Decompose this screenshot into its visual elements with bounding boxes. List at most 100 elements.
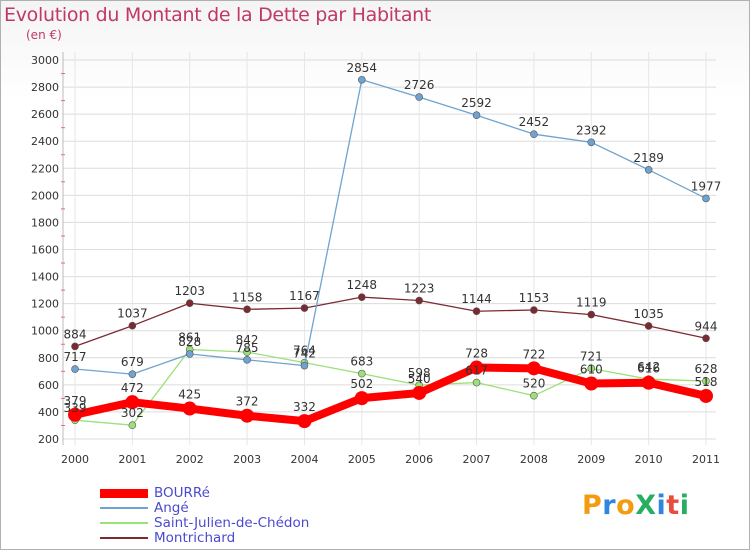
x-tick-label: 2007 <box>463 453 491 466</box>
data-point-saint-julien-de-ch-don <box>530 391 538 400</box>
data-label-saint-julien-de-ch-don: 721 <box>580 349 603 363</box>
data-point-ang- <box>415 93 423 101</box>
data-label-ang-: 2189 <box>633 151 664 165</box>
data-point-montrichard <box>300 304 309 312</box>
x-tick-label: 2008 <box>520 453 548 466</box>
data-point-bourr- <box>526 361 541 376</box>
data-point-ang- <box>300 361 309 370</box>
series-line-ang- <box>74 79 707 375</box>
x-tick-label: 2004 <box>290 453 318 466</box>
data-label-ang-: 2452 <box>519 115 550 129</box>
y-tick-label: 2400 <box>31 135 59 148</box>
data-label-bourr-: 722 <box>522 347 545 361</box>
data-label-montrichard: 1167 <box>289 289 320 303</box>
y-tick-label: 1400 <box>31 271 59 284</box>
data-label-ang-: 717 <box>64 350 87 364</box>
logo-letter: P <box>582 490 603 521</box>
data-point-bourr- <box>297 414 312 429</box>
legend-swatch-saint-julien <box>100 522 148 524</box>
y-tick-label: 400 <box>38 406 59 419</box>
data-point-saint-julien-de-ch-don <box>587 364 596 373</box>
y-tick-label: 1000 <box>31 325 59 338</box>
data-label-montrichard: 884 <box>64 327 87 341</box>
data-label-bourr-: 332 <box>293 400 316 414</box>
data-point-ang- <box>71 365 79 373</box>
data-point-saint-julien-de-ch-don <box>243 348 251 356</box>
x-tick-label: 2006 <box>405 453 433 466</box>
legend-label-ange: Angé <box>154 500 189 516</box>
data-label-montrichard: 1144 <box>461 292 492 306</box>
y-tick-label: 600 <box>38 379 59 392</box>
series-line-montrichard <box>74 296 707 348</box>
data-label-saint-julien-de-ch-don: 598 <box>408 366 431 380</box>
y-tick-label: 2800 <box>31 81 59 94</box>
data-label-bourr-: 540 <box>408 372 431 386</box>
legend-item-bourre: BOURRé <box>100 485 210 501</box>
data-point-montrichard <box>71 342 79 351</box>
data-label-saint-julien-de-ch-don: 764 <box>293 344 316 358</box>
data-label-saint-julien-de-ch-don: 617 <box>465 364 488 378</box>
data-point-bourr- <box>125 395 140 410</box>
y-tick-label: 3000 <box>31 54 59 67</box>
y-tick-label: 800 <box>38 352 59 365</box>
x-tick-label: 2001 <box>118 453 146 466</box>
data-label-bourr-: 502 <box>350 377 373 391</box>
series-line-bourr- <box>71 363 710 426</box>
data-label-montrichard: 1158 <box>232 290 263 304</box>
legend-swatch-bourre <box>100 488 148 498</box>
data-point-saint-julien-de-ch-don <box>472 378 481 387</box>
data-point-ang- <box>702 194 710 203</box>
data-label-montrichard: 1035 <box>633 307 664 321</box>
data-label-montrichard: 1248 <box>347 278 378 292</box>
logo-letter: o <box>616 490 636 521</box>
proxiti-logo: ProXiti <box>582 490 689 521</box>
series-group <box>68 75 713 429</box>
data-label-ang-: 742 <box>293 347 316 361</box>
data-point-bourr- <box>584 376 599 391</box>
data-point-montrichard <box>472 307 481 316</box>
data-label-montrichard: 944 <box>695 319 718 333</box>
data-label-bourr-: 425 <box>178 388 201 402</box>
data-point-bourr- <box>182 401 197 416</box>
data-label-bourr-: 728 <box>465 347 488 361</box>
y-tick-label: 2600 <box>31 108 59 121</box>
y-tick-label: 1200 <box>31 298 59 311</box>
data-point-ang- <box>644 165 653 174</box>
logo-letter: r <box>602 490 617 521</box>
y-tick-label: 2200 <box>31 162 59 175</box>
data-label-ang-: 2392 <box>576 123 607 137</box>
data-point-montrichard <box>415 296 423 305</box>
logo-letter: X <box>635 490 657 521</box>
data-point-bourr- <box>412 385 427 400</box>
data-point-ang- <box>128 370 137 378</box>
legend-label-montrichard: Montrichard <box>154 530 236 546</box>
data-label-montrichard: 1119 <box>576 296 607 310</box>
data-label-bourr-: 379 <box>64 394 87 408</box>
data-label-montrichard: 1203 <box>174 284 205 298</box>
legend-label-saint-julien: Saint-Julien-de-Chédon <box>154 515 310 531</box>
data-labels: 884 1037 1203 1158 1167 1248 1223 1144 1153 1119 1… <box>64 61 722 420</box>
data-point-bourr- <box>68 407 82 422</box>
axes: 200 400 600 800 1000 1200 1400 1600 1800 2000 2200… <box>31 52 720 466</box>
data-point-montrichard <box>185 299 194 308</box>
legend-label-bourre: BOURRé <box>154 485 210 501</box>
x-tick-label: 2011 <box>692 453 720 466</box>
y-tick-label: 200 <box>38 433 59 446</box>
data-label-bourr-: 616 <box>637 362 660 376</box>
data-label-saint-julien-de-ch-don: 628 <box>695 362 718 376</box>
x-tick-label: 2010 <box>635 453 663 466</box>
chart-subtitle: (en €) <box>26 28 62 42</box>
data-label-ang-: 679 <box>121 355 144 369</box>
y-tick-label: 1600 <box>31 244 59 257</box>
data-point-ang- <box>243 356 251 364</box>
x-tick-label: 2002 <box>176 453 204 466</box>
logo-letter: i <box>679 490 690 521</box>
data-point-saint-julien-de-ch-don <box>128 421 137 429</box>
data-label-montrichard: 1223 <box>404 282 435 296</box>
data-point-saint-julien-de-ch-don <box>702 377 710 385</box>
x-tick-label: 2009 <box>577 453 605 466</box>
x-tick-label: 2000 <box>61 453 89 466</box>
data-point-montrichard <box>243 305 251 314</box>
data-label-saint-julien-de-ch-don: 302 <box>121 406 144 420</box>
